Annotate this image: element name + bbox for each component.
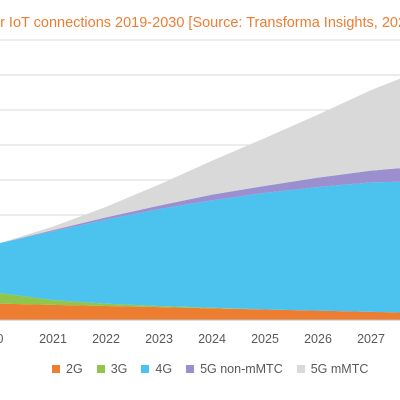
legend-swatch [296, 365, 305, 373]
legend-item-3g: 3G [96, 362, 128, 376]
legend-swatch [141, 365, 150, 373]
legend-swatch [186, 365, 195, 373]
legend-label: 3G [110, 362, 128, 376]
legend-label: 5G non-mMTC [200, 362, 283, 376]
legend-label: 4G [155, 362, 173, 376]
x-tick-label: 2026 [304, 332, 332, 346]
legend-item-5g-mmtc: 5G mMTC [296, 362, 369, 376]
area-2g [0, 303, 400, 320]
area-4g [0, 181, 400, 313]
legend: 2G 3G 4G 5G non-mMTC 5G mMTC [52, 362, 382, 376]
x-tick-label: 2027 [357, 332, 385, 346]
legend-swatch [52, 365, 60, 373]
area-5g-mmtc [0, 78, 400, 243]
chart-title: ar IoT connections 2019-2030 [Source: Tr… [0, 15, 400, 31]
legend-item-4g: 4G [141, 362, 172, 376]
x-tick-label: 2021 [39, 332, 67, 346]
area-5g-non-mmtc [0, 168, 400, 243]
x-tick-label: 2024 [198, 332, 226, 346]
legend-label: 5G mMTC [310, 362, 369, 376]
x-tick-label: 2025 [251, 332, 279, 346]
x-tick-label: 2022 [92, 332, 120, 346]
x-tick-label: 0 [0, 332, 4, 346]
legend-item-2g: 2G [52, 362, 83, 376]
legend-label: 2G [66, 362, 83, 376]
legend-item-5g-non-mmtc: 5G non-mMTC [186, 362, 283, 376]
area-3g [0, 293, 400, 313]
legend-swatch [96, 365, 105, 373]
x-tick-label: 2023 [145, 332, 173, 346]
